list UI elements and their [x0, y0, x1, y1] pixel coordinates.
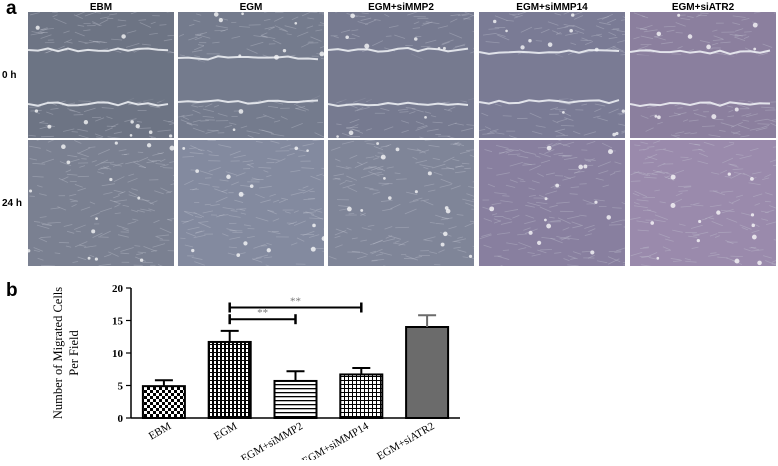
x-tick-label: EGM [212, 420, 239, 443]
row-label-24h: 24 h [2, 198, 23, 209]
x-tick-label: EGM+siATR2 [375, 420, 437, 460]
microscopy-image-0h-egm-simmp14 [479, 12, 625, 138]
y-tick-label: 15 [112, 316, 124, 328]
bar-egm-simmp14 [339, 373, 384, 420]
microscopy-image-24h-egm-simmp2 [328, 140, 474, 266]
microscopy-image-24h-egm-simmp14 [479, 140, 625, 266]
bar-chart: 0 5 10 15 20 Number of Migrated Cells Per Fiel… [51, 283, 460, 460]
microscopy-image-24h-egm [178, 140, 324, 266]
col-label-egm: EGM [239, 2, 263, 13]
row-label-0h: 0 h [2, 70, 17, 81]
y-axis-label: Number of Migrated Cells Per Field [51, 287, 81, 419]
panel-b-letter: b [6, 280, 18, 301]
significance-label: ** [290, 296, 301, 308]
bar-egm-siatr2 [405, 326, 450, 419]
bar-ebm [141, 385, 186, 419]
microscopy-image-0h-egm-simmp2 [328, 12, 474, 138]
x-tick-label: EBM [147, 420, 174, 442]
microscopy-image-0h-egm [178, 12, 324, 138]
col-label-egm-simmp2: EGM+siMMP2 [368, 2, 434, 13]
bar-egm-simmp2 [273, 379, 318, 420]
y-tick-label: 10 [112, 348, 124, 360]
col-label-egm-simmp14: EGM+siMMP14 [516, 2, 588, 13]
col-label-ebm: EBM [89, 2, 113, 13]
panel-a-letter: a [6, 0, 17, 19]
y-tick-label: 5 [118, 381, 124, 393]
significance-label: ** [257, 307, 268, 319]
microscopy-image-24h-ebm [28, 140, 174, 266]
y-tick-label: 20 [112, 283, 124, 295]
bar-egm [207, 340, 252, 420]
x-tick-label: EGM+siMMP2 [239, 420, 305, 460]
x-tick-label: EGM+siMMP14 [300, 420, 371, 460]
col-label-egm-siatr2: EGM+siATR2 [671, 2, 735, 13]
microscopy-image-0h-ebm [28, 12, 174, 138]
microscopy-image-24h-egm-siatr2 [630, 140, 776, 266]
microscopy-image-0h-egm-siatr2 [630, 12, 776, 138]
y-tick-label: 0 [118, 413, 124, 425]
